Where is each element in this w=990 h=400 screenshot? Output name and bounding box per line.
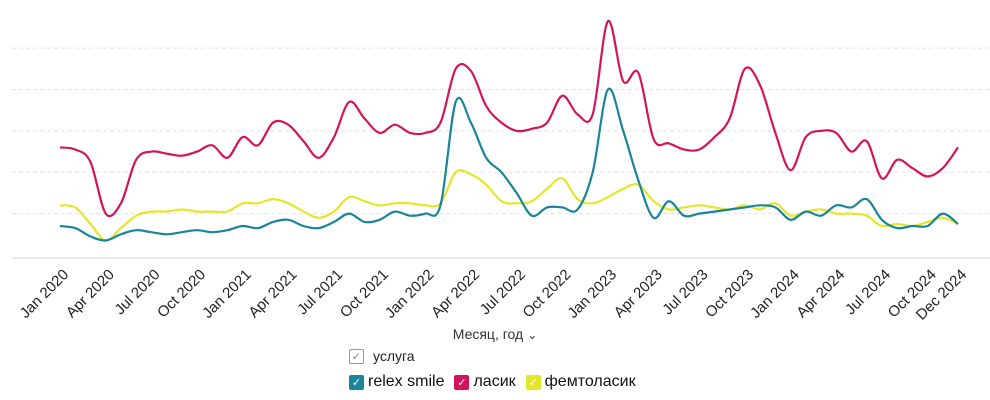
series-line-1 <box>59 20 959 218</box>
legend-checkbox-femtolasik[interactable]: ✓ <box>525 374 541 390</box>
chevron-down-icon[interactable]: ⌄ <box>527 328 538 343</box>
x-axis-label-text: Месяц, год <box>452 326 524 342</box>
legend-checkbox-lasik[interactable]: ✓ <box>454 374 470 390</box>
legend-item-lasik[interactable]: ✓ ласик <box>454 373 516 391</box>
legend-item-relex-smile[interactable]: ✓ relex smile <box>349 373 444 391</box>
x-tick-label: Jan 2020 <box>17 266 73 322</box>
legend-checkbox-relex-smile[interactable]: ✓ <box>349 374 364 390</box>
x-tick-label: Jan 2023 <box>564 266 620 322</box>
legend-title-checkbox[interactable]: ✓ <box>349 348 364 364</box>
x-tick-label: Apr 2021 <box>245 266 300 321</box>
x-tick-label: Jan 2021 <box>199 266 255 322</box>
x-tick-label: Apr 2020 <box>63 266 118 321</box>
x-tick-label: Apr 2023 <box>611 266 666 321</box>
x-tick-label: Oct 2020 <box>154 266 209 321</box>
grid-lines <box>12 47 990 259</box>
legend-item-femtolasik[interactable]: ✓ фемтоласик <box>525 373 636 391</box>
x-tick-label: Jan 2024 <box>747 266 803 322</box>
legend-label-relex-smile: relex smile <box>368 373 445 390</box>
legend-title[interactable]: ✓ услуга <box>349 348 415 364</box>
x-tick-label: Apr 2024 <box>793 266 848 321</box>
x-tick-label: Jan 2022 <box>382 266 438 322</box>
series-line-0 <box>59 87 959 242</box>
x-tick-label: Apr 2022 <box>428 266 483 321</box>
legend: ✓ relex smile ✓ ласик ✓ фемтоласик <box>349 373 646 391</box>
series-lines <box>59 20 959 242</box>
legend-label-lasik: ласик <box>473 373 516 390</box>
legend-label-femtolasik: фемтоласик <box>544 373 636 390</box>
legend-title-text: услуга <box>373 348 415 364</box>
x-axis-label[interactable]: Месяц, год ⌄ <box>0 326 990 342</box>
